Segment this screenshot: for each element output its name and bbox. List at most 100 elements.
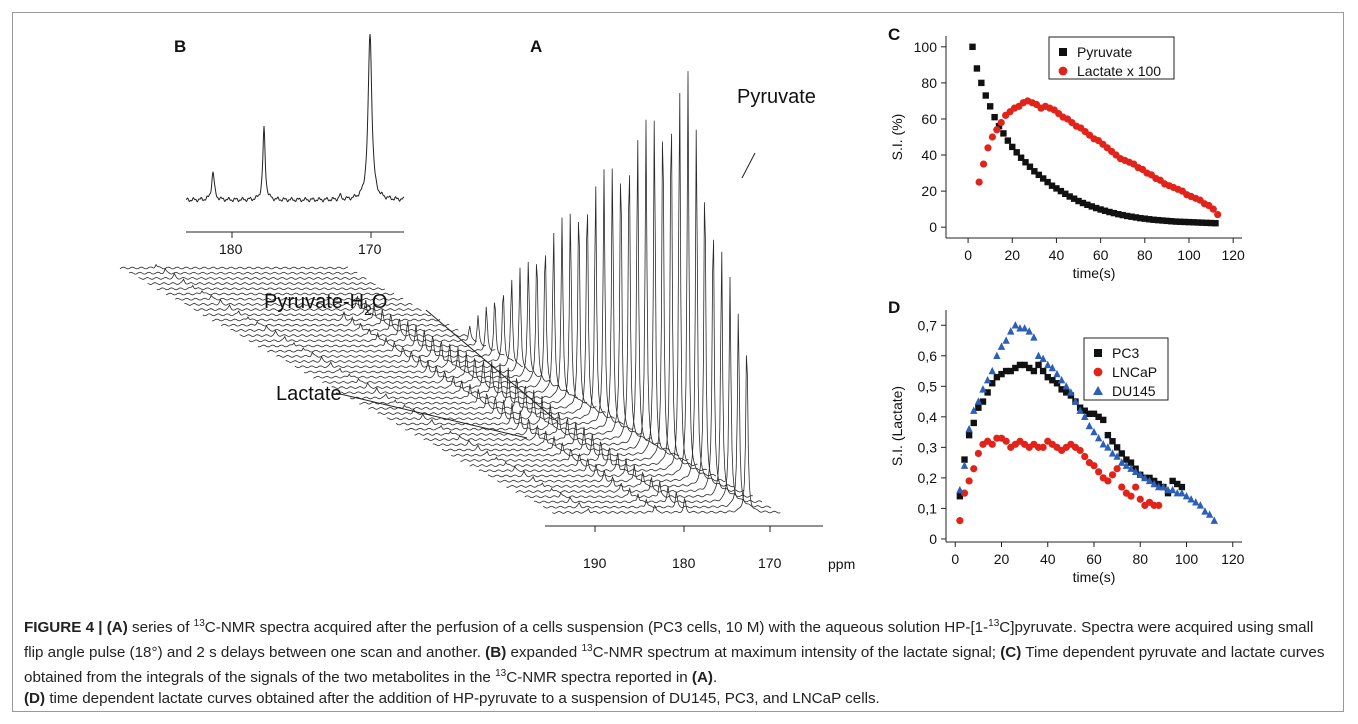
data-point bbox=[1053, 380, 1061, 387]
spectrum-trace bbox=[248, 321, 477, 343]
data-point bbox=[1118, 458, 1126, 466]
spectrum-trace bbox=[193, 295, 422, 311]
data-point bbox=[1109, 438, 1116, 445]
annotation-pyruvate-hydrate: Pyruvate-H2O bbox=[264, 291, 387, 318]
data-point bbox=[1159, 217, 1166, 224]
y-tick-label: 0,7 bbox=[918, 317, 938, 333]
data-point bbox=[997, 342, 1006, 350]
panel-label-c: C bbox=[888, 25, 900, 44]
data-point bbox=[956, 493, 964, 500]
panel-a-tick-label-180: 180 bbox=[672, 555, 696, 571]
caption-text: C-NMR spectra reported in bbox=[506, 669, 692, 687]
caption-text: C-NMR spectrum at maximum intensity of t… bbox=[592, 644, 1001, 662]
x-tick-label: 120 bbox=[1221, 247, 1245, 263]
data-point bbox=[1022, 159, 1029, 166]
data-point bbox=[1012, 364, 1019, 372]
y-tick-label: 80 bbox=[921, 75, 937, 91]
spectrum-trace bbox=[313, 261, 542, 379]
legend-marker bbox=[1059, 48, 1067, 56]
data-point bbox=[1013, 149, 1020, 156]
figure-frame bbox=[12, 12, 1344, 712]
data-point bbox=[1044, 178, 1051, 186]
data-point bbox=[1057, 187, 1065, 195]
data-point bbox=[1159, 482, 1168, 491]
data-point bbox=[1192, 498, 1200, 506]
panel-b-spectrum: 180 170 bbox=[185, 33, 405, 257]
data-point bbox=[1113, 465, 1121, 473]
chart-d: 0 20 40 60 80 100 120 0 0,1 0,2 0,3 0,4 0,5 0,6 0,7 tim… bbox=[889, 310, 1245, 585]
data-point bbox=[1141, 473, 1149, 482]
spectrum-trace bbox=[552, 355, 781, 514]
y-tick-label: 60 bbox=[921, 111, 937, 127]
data-point bbox=[1115, 210, 1122, 218]
data-point bbox=[956, 485, 964, 494]
spectrum-trace bbox=[285, 295, 514, 363]
data-point bbox=[1168, 485, 1177, 494]
data-point bbox=[1088, 203, 1095, 210]
data-point bbox=[1039, 367, 1047, 375]
x-tick-label: 20 bbox=[994, 551, 1010, 567]
data-point bbox=[1196, 501, 1205, 509]
legend-label: PC3 bbox=[1112, 345, 1139, 361]
x-tick-label: 20 bbox=[1004, 247, 1020, 263]
spectrum-trace bbox=[220, 309, 450, 327]
data-point bbox=[1100, 416, 1107, 424]
data-point bbox=[1150, 216, 1157, 223]
data-point bbox=[1094, 434, 1103, 442]
caption-ref-b: (B) bbox=[485, 644, 507, 662]
spectra-stack bbox=[119, 71, 781, 514]
data-point bbox=[1002, 336, 1010, 344]
data-point bbox=[997, 118, 1005, 127]
data-point bbox=[974, 449, 982, 458]
panel-a-stacked-spectra: 190 180 170 ppm Pyruvate Pyruvate-H2O La… bbox=[119, 71, 855, 572]
data-point bbox=[965, 431, 973, 439]
data-point bbox=[1209, 205, 1217, 213]
spectrum-trace bbox=[543, 313, 772, 509]
data-point bbox=[1090, 462, 1098, 470]
data-point bbox=[975, 404, 982, 411]
data-point bbox=[1063, 389, 1070, 396]
data-point bbox=[1163, 217, 1171, 225]
data-point bbox=[1128, 213, 1135, 220]
caption-ref-a: (A) bbox=[106, 619, 128, 637]
spectrum-trace bbox=[129, 267, 358, 275]
data-point bbox=[988, 440, 996, 448]
data-point bbox=[1123, 456, 1130, 463]
data-point bbox=[974, 397, 983, 405]
spectrum-trace bbox=[184, 298, 413, 306]
data-point bbox=[1207, 219, 1215, 227]
spectrum-trace bbox=[303, 267, 533, 374]
data-point bbox=[1110, 209, 1118, 217]
data-point bbox=[1075, 197, 1082, 205]
spectrum-trace bbox=[469, 133, 698, 467]
data-point bbox=[1136, 470, 1144, 479]
data-point bbox=[1127, 464, 1135, 472]
data-point bbox=[1062, 190, 1069, 198]
data-point bbox=[1118, 450, 1125, 457]
spectrum-trace bbox=[202, 299, 431, 317]
data-point bbox=[1090, 410, 1098, 417]
data-point bbox=[1081, 407, 1088, 414]
data-point bbox=[979, 385, 987, 393]
annotation-pyruvate-leader bbox=[741, 152, 756, 179]
data-point bbox=[988, 366, 996, 375]
legend-marker bbox=[1093, 367, 1103, 377]
spectrum-trace bbox=[211, 303, 441, 322]
data-point bbox=[1086, 410, 1093, 417]
data-point bbox=[1155, 482, 1163, 491]
spectrum-trace bbox=[340, 232, 570, 395]
spectrum-trace bbox=[349, 217, 579, 400]
data-point bbox=[1044, 360, 1052, 369]
data-point bbox=[1071, 397, 1080, 405]
data-point bbox=[1169, 477, 1176, 485]
y-tick-label: 20 bbox=[921, 183, 937, 199]
data-point bbox=[961, 456, 968, 463]
data-point bbox=[1011, 321, 1020, 329]
data-point bbox=[1132, 483, 1140, 491]
data-point bbox=[965, 477, 973, 485]
data-point bbox=[1132, 214, 1140, 221]
data-point bbox=[1053, 185, 1060, 192]
data-point bbox=[1062, 382, 1070, 390]
data-point bbox=[1168, 218, 1175, 225]
